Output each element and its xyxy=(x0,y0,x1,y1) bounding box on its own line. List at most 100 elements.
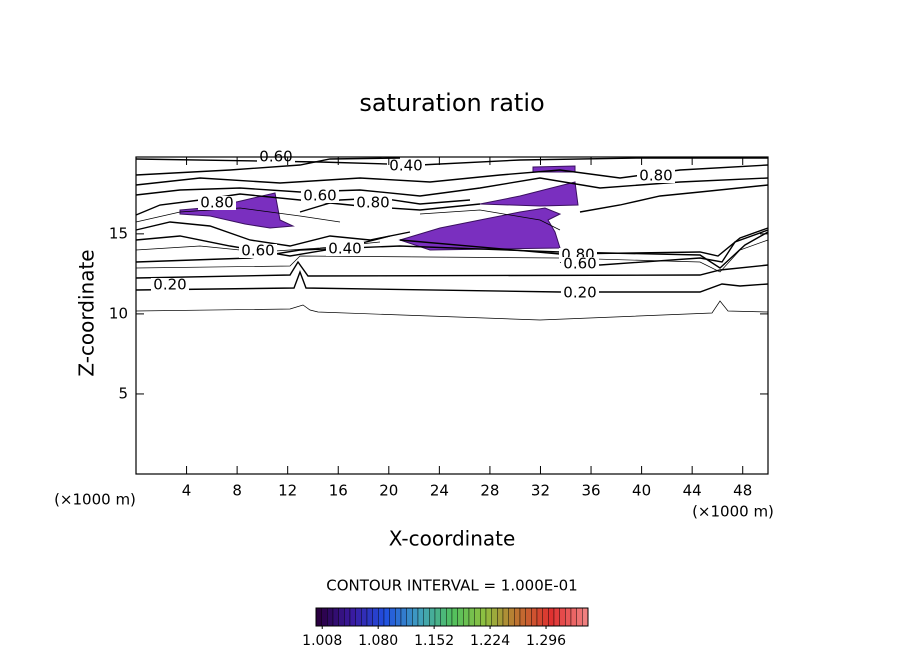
contour-line xyxy=(135,177,769,197)
x-tick-label: 20 xyxy=(379,482,398,500)
colorbar-cell xyxy=(525,607,532,627)
colorbar-cell xyxy=(315,607,322,627)
x-tick-label: 24 xyxy=(430,482,449,500)
colorbar-cell xyxy=(372,607,379,627)
contour-label: 0.20 xyxy=(153,276,186,294)
colorbar-cell xyxy=(327,607,334,627)
colorbar-cell xyxy=(378,607,385,627)
colorbar-cell xyxy=(570,607,577,627)
contour-label: 0.40 xyxy=(328,240,361,258)
x-tick-label: 12 xyxy=(278,482,297,500)
x-tick-label: 36 xyxy=(581,482,600,500)
contour-label: 0.20 xyxy=(563,284,596,302)
colorbar-cell xyxy=(389,607,396,627)
x-tick-label: 40 xyxy=(632,482,651,500)
contour-line xyxy=(135,270,769,293)
colorbar-tick-label: 1.080 xyxy=(358,633,398,649)
colorbar-cell xyxy=(429,607,436,627)
colorbar-tick-label: 1.152 xyxy=(414,633,454,649)
contour-label-bg xyxy=(354,196,392,210)
contour-line xyxy=(135,221,411,247)
contour-line xyxy=(135,260,769,279)
colorbar-cell xyxy=(451,607,458,627)
contour-line xyxy=(135,157,401,176)
colorbar-cell xyxy=(474,607,481,627)
plot-frame xyxy=(135,156,769,475)
colorbar-cell xyxy=(457,607,464,627)
colorbar-cell xyxy=(440,607,447,627)
colorbar-cell xyxy=(395,607,402,627)
contour-label: 0.80 xyxy=(639,167,672,185)
colorbar-cell xyxy=(485,607,492,627)
colorbar-cell xyxy=(519,607,526,627)
colorbar-cell xyxy=(361,607,368,627)
contour-label-bg xyxy=(387,159,425,173)
contour-label-bg xyxy=(326,242,364,256)
colorbar-cell xyxy=(349,607,356,627)
x-unit: (×1000 m) xyxy=(692,503,774,521)
colorbar-cell xyxy=(514,607,521,627)
colorbar-cell xyxy=(565,607,572,627)
colorbar-cell xyxy=(383,607,390,627)
y-tick-label: 15 xyxy=(109,224,128,242)
x-tick-label: 44 xyxy=(683,482,702,500)
colorbar-cell xyxy=(559,607,566,627)
contour-line xyxy=(135,239,769,273)
y-axis-label: Z-coordinate xyxy=(75,249,99,376)
colorbar-cell xyxy=(491,607,498,627)
x-tick-label: 48 xyxy=(733,482,752,500)
colorbar-cell xyxy=(480,607,487,627)
colorbar-cell xyxy=(412,607,419,627)
contour-label-bg xyxy=(637,169,675,183)
chart-title: saturation ratio xyxy=(359,89,544,117)
contour-label: 0.80 xyxy=(200,194,233,212)
colorbar-cell xyxy=(355,607,362,627)
contour-label-bg xyxy=(198,196,236,210)
x-tick-label: 4 xyxy=(182,482,192,500)
colorbar-cell xyxy=(338,607,345,627)
contour-line xyxy=(135,300,769,321)
y-unit: (×1000 m) xyxy=(54,491,136,509)
colorbar-cell xyxy=(344,607,351,627)
colorbar-cell xyxy=(446,607,453,627)
colorbar-cell xyxy=(536,607,543,627)
contour-interval: CONTOUR INTERVAL = 1.000E-01 xyxy=(326,577,577,595)
contour-label: 0.40 xyxy=(389,157,422,175)
contour-label-bg xyxy=(561,286,599,300)
contour-label: 0.60 xyxy=(241,242,274,260)
supersaturation-region xyxy=(479,181,579,207)
contour-line xyxy=(419,209,561,231)
y-tick-label: 10 xyxy=(109,304,128,322)
contour-label: 0.60 xyxy=(303,187,336,205)
x-tick-label: 8 xyxy=(232,482,242,500)
colorbar-cell xyxy=(366,607,373,627)
colorbar-tick-label: 1.296 xyxy=(526,633,566,649)
colorbar-cell xyxy=(582,607,589,627)
x-tick-label: 28 xyxy=(480,482,499,500)
colorbar-tick-label: 1.008 xyxy=(302,633,342,649)
colorbar-cell xyxy=(576,607,583,627)
colorbar-cell xyxy=(321,607,328,627)
contour-line xyxy=(399,227,769,257)
y-tick-label: 5 xyxy=(118,384,128,402)
colorbar-cell xyxy=(417,607,424,627)
colorbar-cell xyxy=(508,607,515,627)
contour-label: 0.80 xyxy=(356,194,389,212)
colorbar-cell xyxy=(497,607,504,627)
colorbar-cell xyxy=(400,607,407,627)
colorbar-cell xyxy=(423,607,430,627)
colorbar-cell xyxy=(542,607,549,627)
colorbar-cell xyxy=(468,607,475,627)
x-tick-label: 32 xyxy=(531,482,550,500)
colorbar-cell xyxy=(332,607,339,627)
colorbar-cell xyxy=(553,607,560,627)
contour-label-bg xyxy=(151,278,189,292)
colorbar-cell xyxy=(548,607,555,627)
colorbar-frame xyxy=(315,607,589,627)
contour-line xyxy=(135,207,341,223)
colorbar-cell xyxy=(463,607,470,627)
colorbar-cell xyxy=(406,607,413,627)
x-axis-label: X-coordinate xyxy=(389,527,516,551)
x-tick-label: 16 xyxy=(329,482,348,500)
